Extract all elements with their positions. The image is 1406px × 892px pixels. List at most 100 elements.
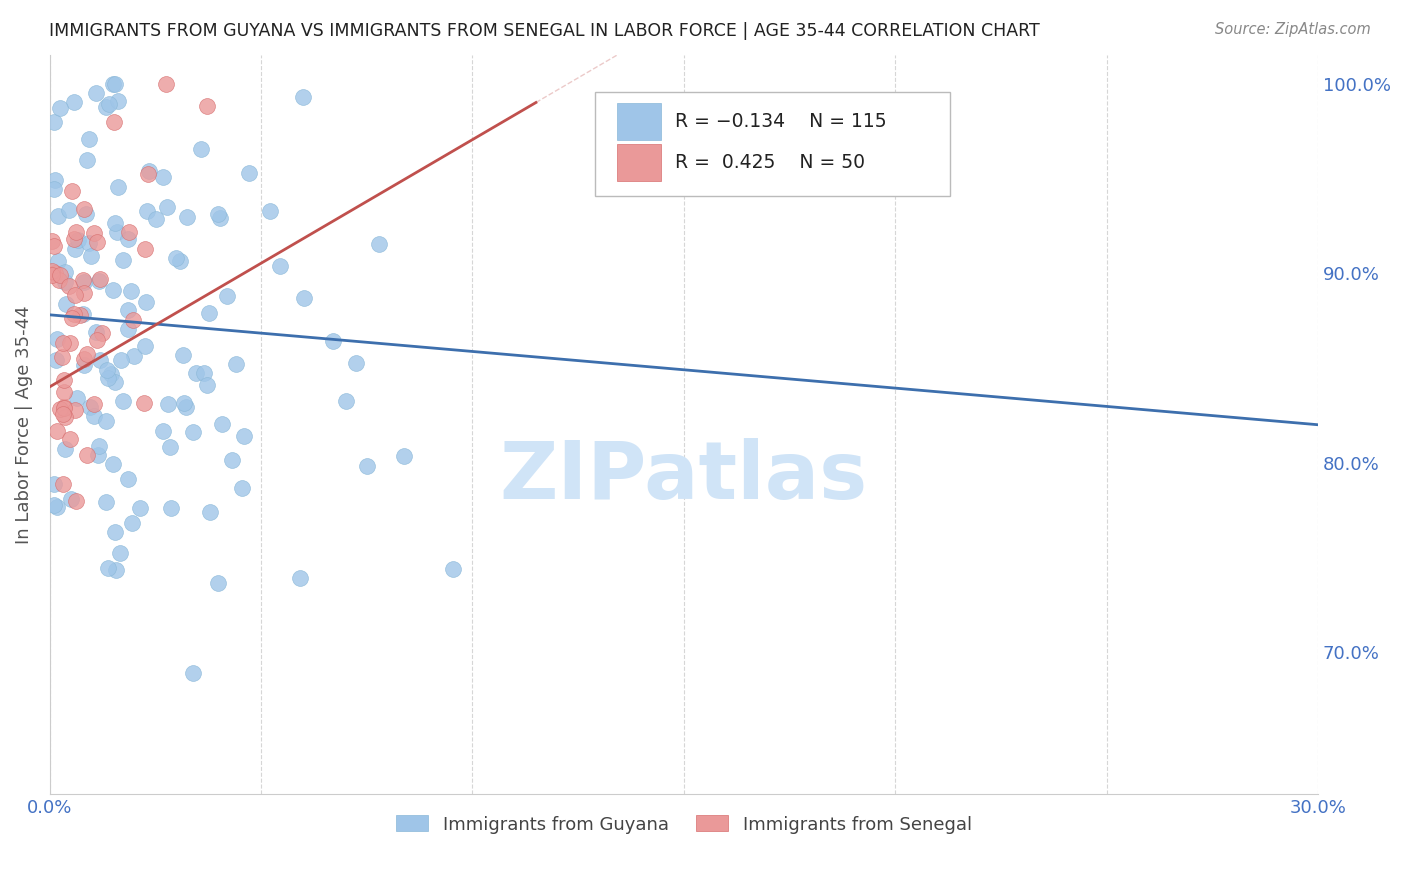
Point bbox=[84, 86, 107, 100]
Point bbox=[77, 235, 100, 250]
Point bbox=[174, 400, 197, 414]
Point bbox=[160, 501, 183, 516]
Legend: Immigrants from Guyana, Immigrants from Senegal: Immigrants from Guyana, Immigrants from … bbox=[388, 808, 979, 841]
Point bbox=[53, 275, 76, 289]
Point bbox=[155, 200, 177, 214]
Point bbox=[233, 429, 256, 443]
Point bbox=[207, 207, 229, 221]
Point bbox=[52, 477, 75, 491]
Point bbox=[46, 332, 69, 346]
Point bbox=[72, 351, 94, 366]
Point bbox=[49, 101, 72, 115]
Point bbox=[165, 251, 187, 265]
Y-axis label: In Labor Force | Age 35-44: In Labor Force | Age 35-44 bbox=[15, 305, 32, 544]
Point bbox=[63, 242, 86, 256]
Point bbox=[209, 211, 232, 225]
Point bbox=[198, 505, 221, 519]
Point bbox=[103, 77, 125, 91]
Text: R = −0.134    N = 115: R = −0.134 N = 115 bbox=[675, 112, 887, 131]
Point bbox=[111, 393, 134, 408]
Point bbox=[42, 115, 65, 129]
Point bbox=[225, 357, 247, 371]
Point bbox=[101, 283, 124, 297]
Point bbox=[63, 95, 86, 109]
Point bbox=[135, 294, 157, 309]
Point bbox=[117, 472, 139, 486]
Point bbox=[59, 433, 82, 447]
Point bbox=[83, 226, 105, 240]
Point bbox=[105, 225, 128, 239]
Point bbox=[65, 493, 87, 508]
Point bbox=[195, 99, 218, 113]
Point bbox=[83, 409, 105, 423]
Point bbox=[55, 297, 77, 311]
Point bbox=[181, 425, 204, 439]
Point bbox=[53, 400, 76, 414]
Point bbox=[53, 410, 76, 425]
Point bbox=[86, 325, 108, 339]
Point bbox=[155, 77, 177, 91]
Point bbox=[42, 239, 65, 253]
Point bbox=[169, 254, 191, 268]
Point bbox=[118, 225, 141, 239]
Point bbox=[207, 575, 229, 590]
Point bbox=[42, 182, 65, 196]
Text: R =  0.425    N = 50: R = 0.425 N = 50 bbox=[675, 153, 865, 172]
Point bbox=[73, 286, 96, 301]
Text: ZIPatlas: ZIPatlas bbox=[499, 437, 868, 516]
Point bbox=[42, 477, 65, 491]
Point bbox=[97, 561, 120, 575]
Point bbox=[104, 525, 127, 540]
Point bbox=[136, 168, 159, 182]
Point bbox=[152, 424, 174, 438]
Point bbox=[211, 417, 233, 431]
Point bbox=[292, 90, 315, 104]
Point bbox=[52, 384, 75, 399]
Point bbox=[73, 358, 96, 372]
Point bbox=[112, 253, 135, 268]
Point bbox=[100, 368, 122, 382]
Point bbox=[238, 166, 260, 180]
Point bbox=[90, 326, 112, 341]
Point bbox=[49, 402, 72, 417]
Point bbox=[65, 225, 87, 239]
Point bbox=[152, 169, 174, 184]
Point bbox=[344, 356, 367, 370]
FancyBboxPatch shape bbox=[595, 92, 950, 195]
Point bbox=[53, 401, 76, 415]
Point bbox=[159, 441, 181, 455]
Point bbox=[87, 439, 110, 453]
Point bbox=[87, 274, 110, 288]
Point bbox=[215, 289, 238, 303]
Point bbox=[58, 202, 80, 217]
Point bbox=[193, 366, 215, 380]
Point bbox=[176, 210, 198, 224]
Point bbox=[73, 275, 96, 289]
Point bbox=[45, 352, 67, 367]
Point bbox=[134, 338, 156, 352]
Point bbox=[41, 268, 63, 283]
Point bbox=[76, 153, 98, 167]
Point bbox=[198, 305, 221, 319]
Point bbox=[356, 458, 378, 473]
Point bbox=[66, 233, 89, 247]
Point bbox=[58, 278, 80, 293]
Point bbox=[107, 94, 129, 108]
Point bbox=[172, 348, 194, 362]
Point bbox=[145, 212, 167, 227]
Point bbox=[367, 237, 389, 252]
FancyBboxPatch shape bbox=[617, 103, 661, 140]
Point bbox=[52, 335, 75, 350]
Point bbox=[41, 235, 63, 249]
Point bbox=[120, 284, 142, 298]
Point bbox=[157, 396, 180, 410]
Point bbox=[181, 665, 204, 680]
Point bbox=[195, 378, 218, 392]
Point bbox=[190, 142, 212, 156]
Point bbox=[63, 307, 86, 321]
Point bbox=[45, 500, 67, 514]
Point bbox=[86, 334, 108, 348]
Point bbox=[80, 249, 103, 263]
Point bbox=[42, 498, 65, 512]
Point bbox=[52, 408, 75, 422]
